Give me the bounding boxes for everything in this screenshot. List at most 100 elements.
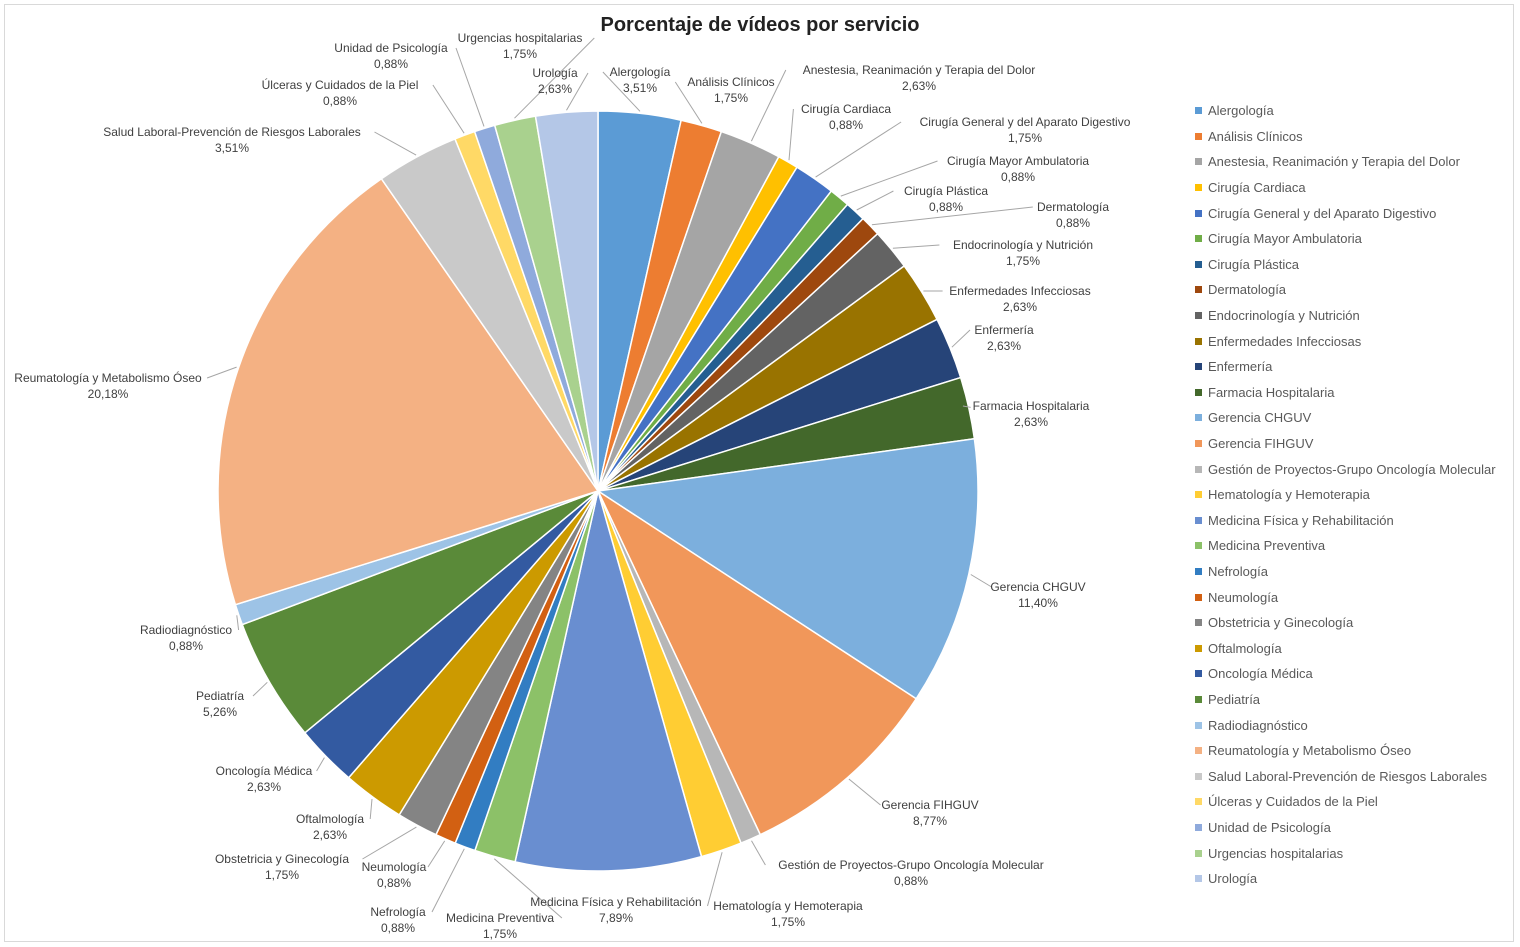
legend-swatch <box>1195 235 1202 243</box>
legend-item: Obstetricia y Ginecología <box>1195 610 1496 636</box>
data-label: Análisis Clínicos 1,75% <box>687 75 774 105</box>
legend-item: Nefrología <box>1195 559 1496 585</box>
pie-slice <box>534 110 599 492</box>
legend-label: Hematología y Hemoterapia <box>1208 487 1370 503</box>
legend-label: Oncología Médica <box>1208 666 1313 682</box>
legend-item: Oftalmología <box>1195 635 1496 661</box>
leader-line <box>840 160 938 197</box>
legend-swatch <box>1195 132 1202 140</box>
legend-item: Endocrinología y Nutrición <box>1195 303 1496 329</box>
legend-swatch <box>1195 465 1202 473</box>
legend-item: Enfermedades Infecciosas <box>1195 328 1496 354</box>
data-label: Medicina Preventiva 1,75% <box>446 911 554 941</box>
leader-line <box>856 190 894 211</box>
legend-swatch <box>1195 747 1202 755</box>
legend-item: Gerencia CHGUV <box>1195 405 1496 431</box>
legend-swatch <box>1195 619 1202 627</box>
legend-swatch <box>1195 849 1202 857</box>
leader-line <box>427 840 446 868</box>
legend-label: Cirugía Mayor Ambulatoria <box>1208 231 1362 247</box>
legend-swatch <box>1195 542 1202 550</box>
legend-label: Unidad de Psicología <box>1208 819 1331 835</box>
legend-label: Anestesia, Reanimación y Terapia del Dol… <box>1208 154 1460 170</box>
legend-item: Reumatología y Metabolismo Óseo <box>1195 738 1496 764</box>
legend-label: Endocrinología y Nutrición <box>1208 308 1360 324</box>
leader-line <box>815 121 902 178</box>
data-label: Úlceras y Cuidados de la Piel 0,88% <box>262 77 419 108</box>
data-label: Neumología 0,88% <box>362 860 427 890</box>
legend-label: Urgencias hospitalarias <box>1208 845 1344 861</box>
legend-item: Gestión de Proyectos-Grupo Oncología Mol… <box>1195 456 1496 482</box>
legend-label: Alergología <box>1208 103 1274 119</box>
leader-line <box>432 84 465 134</box>
legend-item: Cirugía Mayor Ambulatoria <box>1195 226 1496 252</box>
legend-swatch <box>1195 107 1202 115</box>
leader-line <box>751 840 766 866</box>
data-label: Gerencia CHGUV 11,40% <box>990 580 1085 610</box>
data-label: Oftalmología 2,63% <box>296 812 364 842</box>
legend-label: Salud Laboral-Prevención de Riesgos Labo… <box>1208 768 1487 784</box>
leader-line <box>252 681 268 697</box>
data-label: Unidad de Psicología 0,88% <box>334 41 448 71</box>
legend-item: Pediatría <box>1195 687 1496 713</box>
legend-item: Alergología <box>1195 98 1496 124</box>
leader-line <box>707 852 723 907</box>
legend-swatch <box>1195 823 1202 831</box>
legend-swatch <box>1195 593 1202 601</box>
data-label: Obstetricia y Ginecología 1,75% <box>215 852 349 882</box>
legend-swatch <box>1195 260 1202 268</box>
leader-line <box>750 69 787 142</box>
leader-line <box>962 405 971 408</box>
data-label: Gerencia FIHGUV 8,77% <box>881 798 978 828</box>
leader-line <box>892 244 940 249</box>
pie-slice <box>217 177 600 606</box>
leader-line <box>951 329 971 348</box>
legend-label: Urología <box>1208 871 1258 887</box>
data-label: Reumatología y Metabolismo Óseo 20,18% <box>14 370 202 401</box>
data-label: Endocrinología y Nutrición 1,75% <box>953 238 1093 268</box>
data-label: Radiodiagnóstico 0,88% <box>140 623 232 653</box>
legend-swatch <box>1195 772 1202 780</box>
leader-line <box>206 366 237 379</box>
leader-line <box>674 81 703 124</box>
legend-label: Dermatología <box>1208 282 1287 298</box>
legend-swatch <box>1195 695 1202 703</box>
leader-line <box>362 826 417 860</box>
legend-swatch <box>1195 670 1202 678</box>
legend-label: Cirugía Cardiaca <box>1208 180 1306 196</box>
pie-slice <box>595 437 979 700</box>
legend-swatch <box>1195 440 1202 448</box>
legend-swatch <box>1195 875 1202 883</box>
legend-label: Pediatría <box>1208 691 1261 707</box>
legend-swatch <box>1195 209 1202 217</box>
leader-line <box>871 206 1033 226</box>
legend-label: Análisis Clínicos <box>1208 128 1303 144</box>
leader-line <box>493 858 563 919</box>
legend-item: Unidad de Psicología <box>1195 815 1496 841</box>
legend-item: Gerencia FIHGUV <box>1195 431 1496 457</box>
legend-item: Cirugía Cardiaca <box>1195 175 1496 201</box>
legend-item: Úlceras y Cuidados de la Piel <box>1195 789 1496 815</box>
leader-line <box>566 72 589 111</box>
legend-swatch <box>1195 363 1202 371</box>
legend-swatch <box>1195 491 1202 499</box>
data-label: Dermatología 0,88% <box>1037 200 1109 230</box>
data-label: Enfermería 2,63% <box>974 323 1034 353</box>
chart-frame <box>4 4 1514 942</box>
legend-swatch <box>1195 644 1202 652</box>
legend-label: Neumología <box>1208 589 1279 605</box>
legend-swatch <box>1195 312 1202 320</box>
data-label: Urología 2,63% <box>532 66 578 96</box>
legend-label: Obstetricia y Ginecología <box>1208 615 1354 631</box>
legend-swatch <box>1195 798 1202 806</box>
legend-item: Farmacia Hospitalaria <box>1195 380 1496 406</box>
legend-item: Radiodiagnóstico <box>1195 712 1496 738</box>
legend-item: Medicina Física y Rehabilitación <box>1195 508 1496 534</box>
legend-item: Salud Laboral-Prevención de Riesgos Labo… <box>1195 763 1496 789</box>
pie-slice <box>596 488 918 836</box>
data-label: Alergología 3,51% <box>610 65 671 95</box>
data-label: Farmacia Hospitalaria 2,63% <box>973 399 1090 429</box>
data-label: Pediatría 5,26% <box>196 689 244 719</box>
legend-label: Medicina Física y Rehabilitación <box>1208 512 1394 528</box>
legend-swatch <box>1195 721 1202 729</box>
